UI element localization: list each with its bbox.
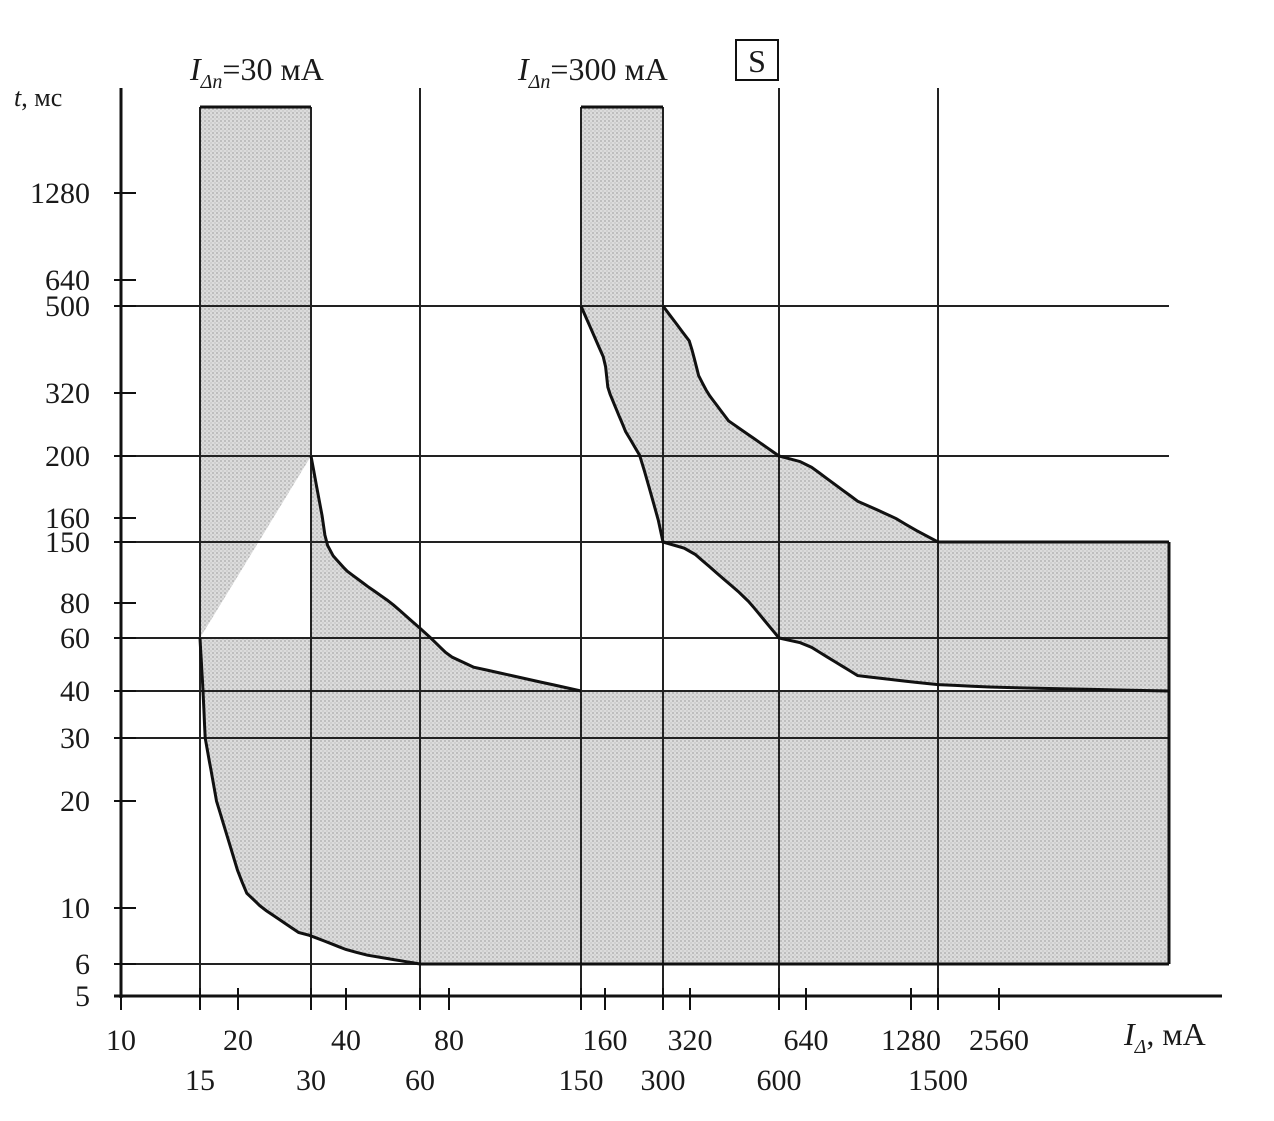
region-lower-band (200, 638, 1169, 964)
x-axis-label-symbol: I (1123, 1016, 1136, 1052)
x-tick-label-b-300: 300 (641, 1064, 686, 1097)
selective-badge-frame (735, 39, 779, 81)
y-tick-label-320: 320 (45, 377, 90, 410)
x-tick-label-320: 320 (668, 1024, 713, 1057)
region-300ma-curve-band (581, 306, 1169, 691)
x-axis-label-subscript: Δ (1134, 1036, 1147, 1058)
y-tick-label-60: 60 (60, 622, 90, 655)
x-tick-label-20: 20 (223, 1024, 253, 1057)
title-300ma-symbol: I (517, 51, 530, 87)
y-tick-label-10: 10 (60, 892, 90, 925)
selective-badge: S (748, 43, 766, 79)
x-tick-label-160: 160 (583, 1024, 628, 1057)
x-axis-label-text: , мА (1146, 1016, 1205, 1052)
x-axis-ticks: 10 20 40 80 160 320 640 1280 2560 15 30 60 150 300 600… (106, 988, 1029, 1097)
x-tick-label-1280: 1280 (881, 1024, 941, 1057)
y-axis-label-symbol: t (14, 83, 22, 112)
x-tick-label-640: 640 (784, 1024, 829, 1057)
y-tick-label-160: 160 (45, 502, 90, 535)
title-30ma-symbol: I (189, 51, 202, 87)
x-tick-label-2560: 2560 (969, 1024, 1029, 1057)
title-300ma: IΔn=300 мА (517, 51, 668, 93)
x-tick-label-b-600: 600 (757, 1064, 802, 1097)
title-30ma-text: =30 мА (222, 51, 323, 87)
title-300ma-text: =300 мА (550, 51, 667, 87)
y-tick-label-20: 20 (60, 785, 90, 818)
region-frames (200, 105, 1171, 966)
y-tick-label-5: 5 (75, 980, 90, 1013)
region-30ma-top-band (200, 107, 311, 638)
y-tick-label-30: 30 (60, 722, 90, 755)
y-tick-label-640: 640 (45, 264, 90, 297)
y-tick-label-1280: 1280 (30, 177, 90, 210)
region-300ma-top-band (581, 107, 663, 306)
y-tick-label-500: 500 (45, 290, 90, 323)
title-30ma: IΔn=30 мА (189, 51, 324, 93)
y-tick-label-200: 200 (45, 440, 90, 473)
curve-30ma-min (198, 637, 421, 966)
curve-300ma-max (661, 305, 939, 544)
x-tick-label-b-15: 15 (185, 1064, 215, 1097)
curve-30ma-max (309, 455, 582, 693)
x-tick-label-b-30: 30 (296, 1064, 326, 1097)
y-tick-label-150: 150 (45, 526, 90, 559)
x-tick-label-40: 40 (331, 1024, 361, 1057)
title-30ma-subscript: Δn (200, 71, 223, 93)
x-tick-label-b-60: 60 (405, 1064, 435, 1097)
x-tick-label-10: 10 (106, 1024, 136, 1057)
x-tick-label-b-1500: 1500 (908, 1064, 968, 1097)
y-axis-label: t, мс (14, 83, 62, 112)
y-tick-label-40: 40 (60, 675, 90, 708)
x-axis-label: IΔ, мА (1123, 1016, 1206, 1058)
title-300ma-subscript: Δn (528, 71, 551, 93)
region-30ma-curve-band (311, 456, 581, 691)
y-axis-label-text: , мс (21, 83, 62, 112)
x-tick-label-80: 80 (434, 1024, 464, 1057)
x-tick-label-b-150: 150 (559, 1064, 604, 1097)
y-tick-label-80: 80 (60, 587, 90, 620)
gridlines (121, 88, 1169, 996)
curve-300ma-min (579, 305, 1170, 693)
y-tick-label-6: 6 (75, 948, 90, 981)
